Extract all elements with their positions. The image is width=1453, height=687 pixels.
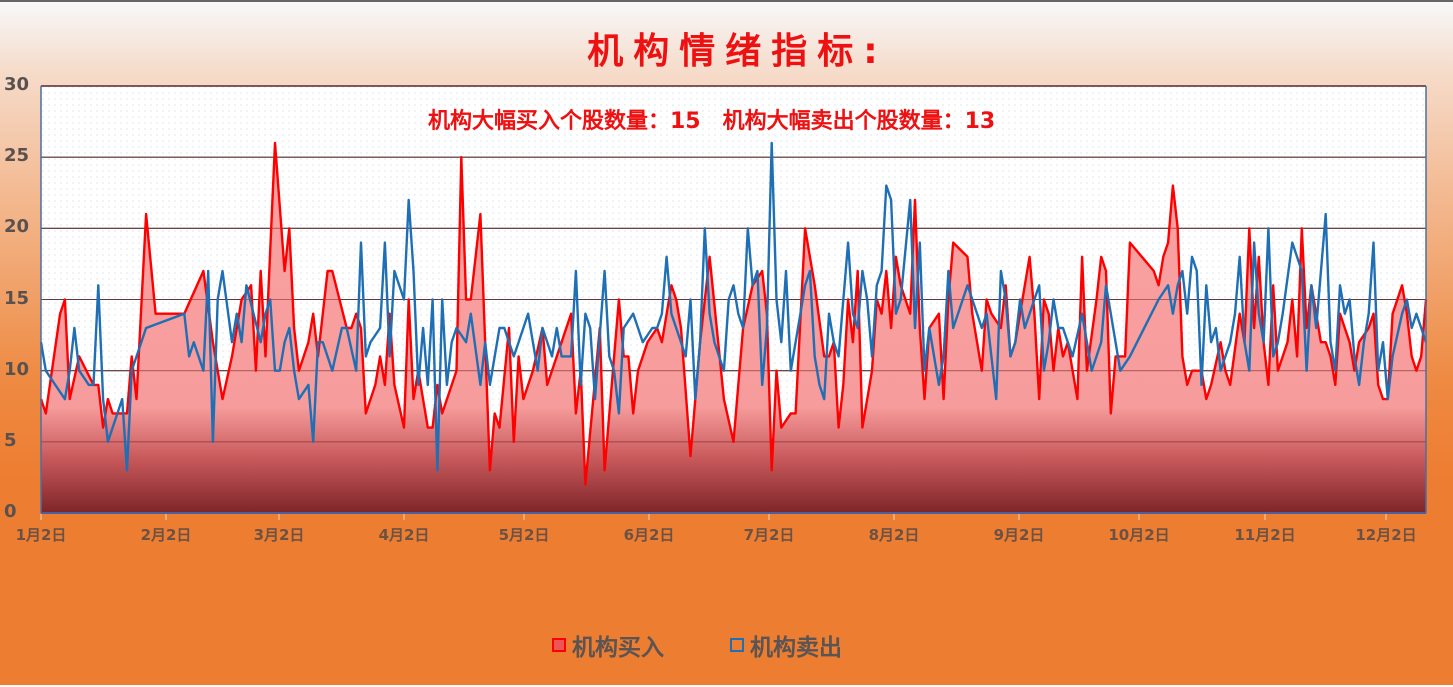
x-tick-label: 11月2日 [1234, 526, 1296, 544]
x-tick-label: 3月2日 [253, 526, 305, 544]
legend: 机构买入 机构卖出 [552, 628, 908, 662]
x-tick-label: 2月2日 [140, 526, 192, 544]
buy-swatch-icon [552, 638, 566, 652]
x-tick-label: 9月2日 [993, 526, 1045, 544]
x-tick-label: 10月2日 [1108, 526, 1170, 544]
chart-title: 机构情绪指标: [587, 31, 888, 72]
x-tick-marks [40, 514, 1387, 520]
y-tick-label: 30 [4, 74, 30, 95]
x-tick-label: 1月2日 [15, 526, 67, 544]
y-tick-label: 20 [4, 216, 30, 238]
legend-item-buy[interactable]: 机构买入 [552, 628, 664, 662]
x-tick-label: 6月2日 [623, 526, 675, 544]
y-tick-label: 10 [4, 358, 30, 380]
buy-line [39, 141, 1428, 486]
legend-label-buy: 机构买入 [572, 635, 664, 661]
legend-label-sell: 机构卖出 [750, 635, 842, 661]
x-tick-label: 12月2日 [1355, 526, 1417, 544]
buy-area [41, 142, 1426, 513]
sell-swatch-icon [730, 638, 744, 652]
y-tick-label: 25 [4, 145, 30, 167]
y-tick-label: 5 [4, 429, 17, 451]
x-tick-label: 4月2日 [378, 526, 430, 544]
x-tick-label: 8月2日 [868, 526, 920, 544]
x-tick-label: 7月2日 [743, 526, 795, 544]
y-tick-label: 15 [4, 287, 30, 309]
legend-item-sell[interactable]: 机构卖出 [730, 628, 842, 662]
y-tick-label: 0 [4, 501, 17, 522]
sell-line [39, 141, 1428, 472]
x-tick-label: 5月2日 [498, 526, 550, 544]
chart-annotation: 机构大幅买入个股数量：15 机构大幅卖出个股数量：13 [428, 109, 996, 134]
